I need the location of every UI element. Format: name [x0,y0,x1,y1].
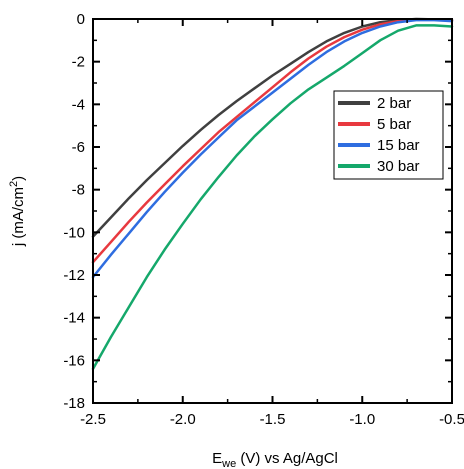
y-tick-label: -16 [63,352,85,369]
x-tick-label: -2.0 [170,411,196,428]
y-axis-title: j (mA/cm2) [8,176,27,247]
y-tick-label: 0 [77,11,85,28]
series-line-30-bar [91,24,454,371]
x-tick-label: -0.5 [439,411,464,428]
y-tick-label: -8 [72,182,85,199]
y-tick-label: -6 [72,139,85,156]
legend-entry-label: 5 bar [377,116,411,133]
series-line-5-bar [91,18,454,264]
series-line-15-bar [91,18,454,279]
y-tick-label: -18 [63,395,85,412]
x-tick-label: -1.5 [260,411,286,428]
y-tick-label: -14 [63,310,85,327]
y-tick-label: -2 [72,54,85,71]
series-layer [91,17,454,371]
legend-entry-label: 15 bar [377,137,420,154]
x-tick-label: -2.5 [80,411,106,428]
y-tick-label: -10 [63,224,85,241]
x-tick-label: -1.0 [349,411,375,428]
x-axis-title: Ewe (V) vs Ag/AgCl [212,450,338,469]
legend-entry-label: 30 bar [377,158,420,175]
y-tick-label: -4 [72,96,85,113]
legend: 2 bar 5 bar 15 bar 30 bar [333,90,444,180]
ticks-layer: 0 -2 -4 -6 -8 -10 -12 -14 -16 -18-2.5 -2.0 -1.5 -1.0… [63,11,464,428]
legend-entry-label: 2 bar [377,95,411,112]
series-line-2-bar [91,17,454,238]
y-tick-label: -12 [63,267,85,284]
